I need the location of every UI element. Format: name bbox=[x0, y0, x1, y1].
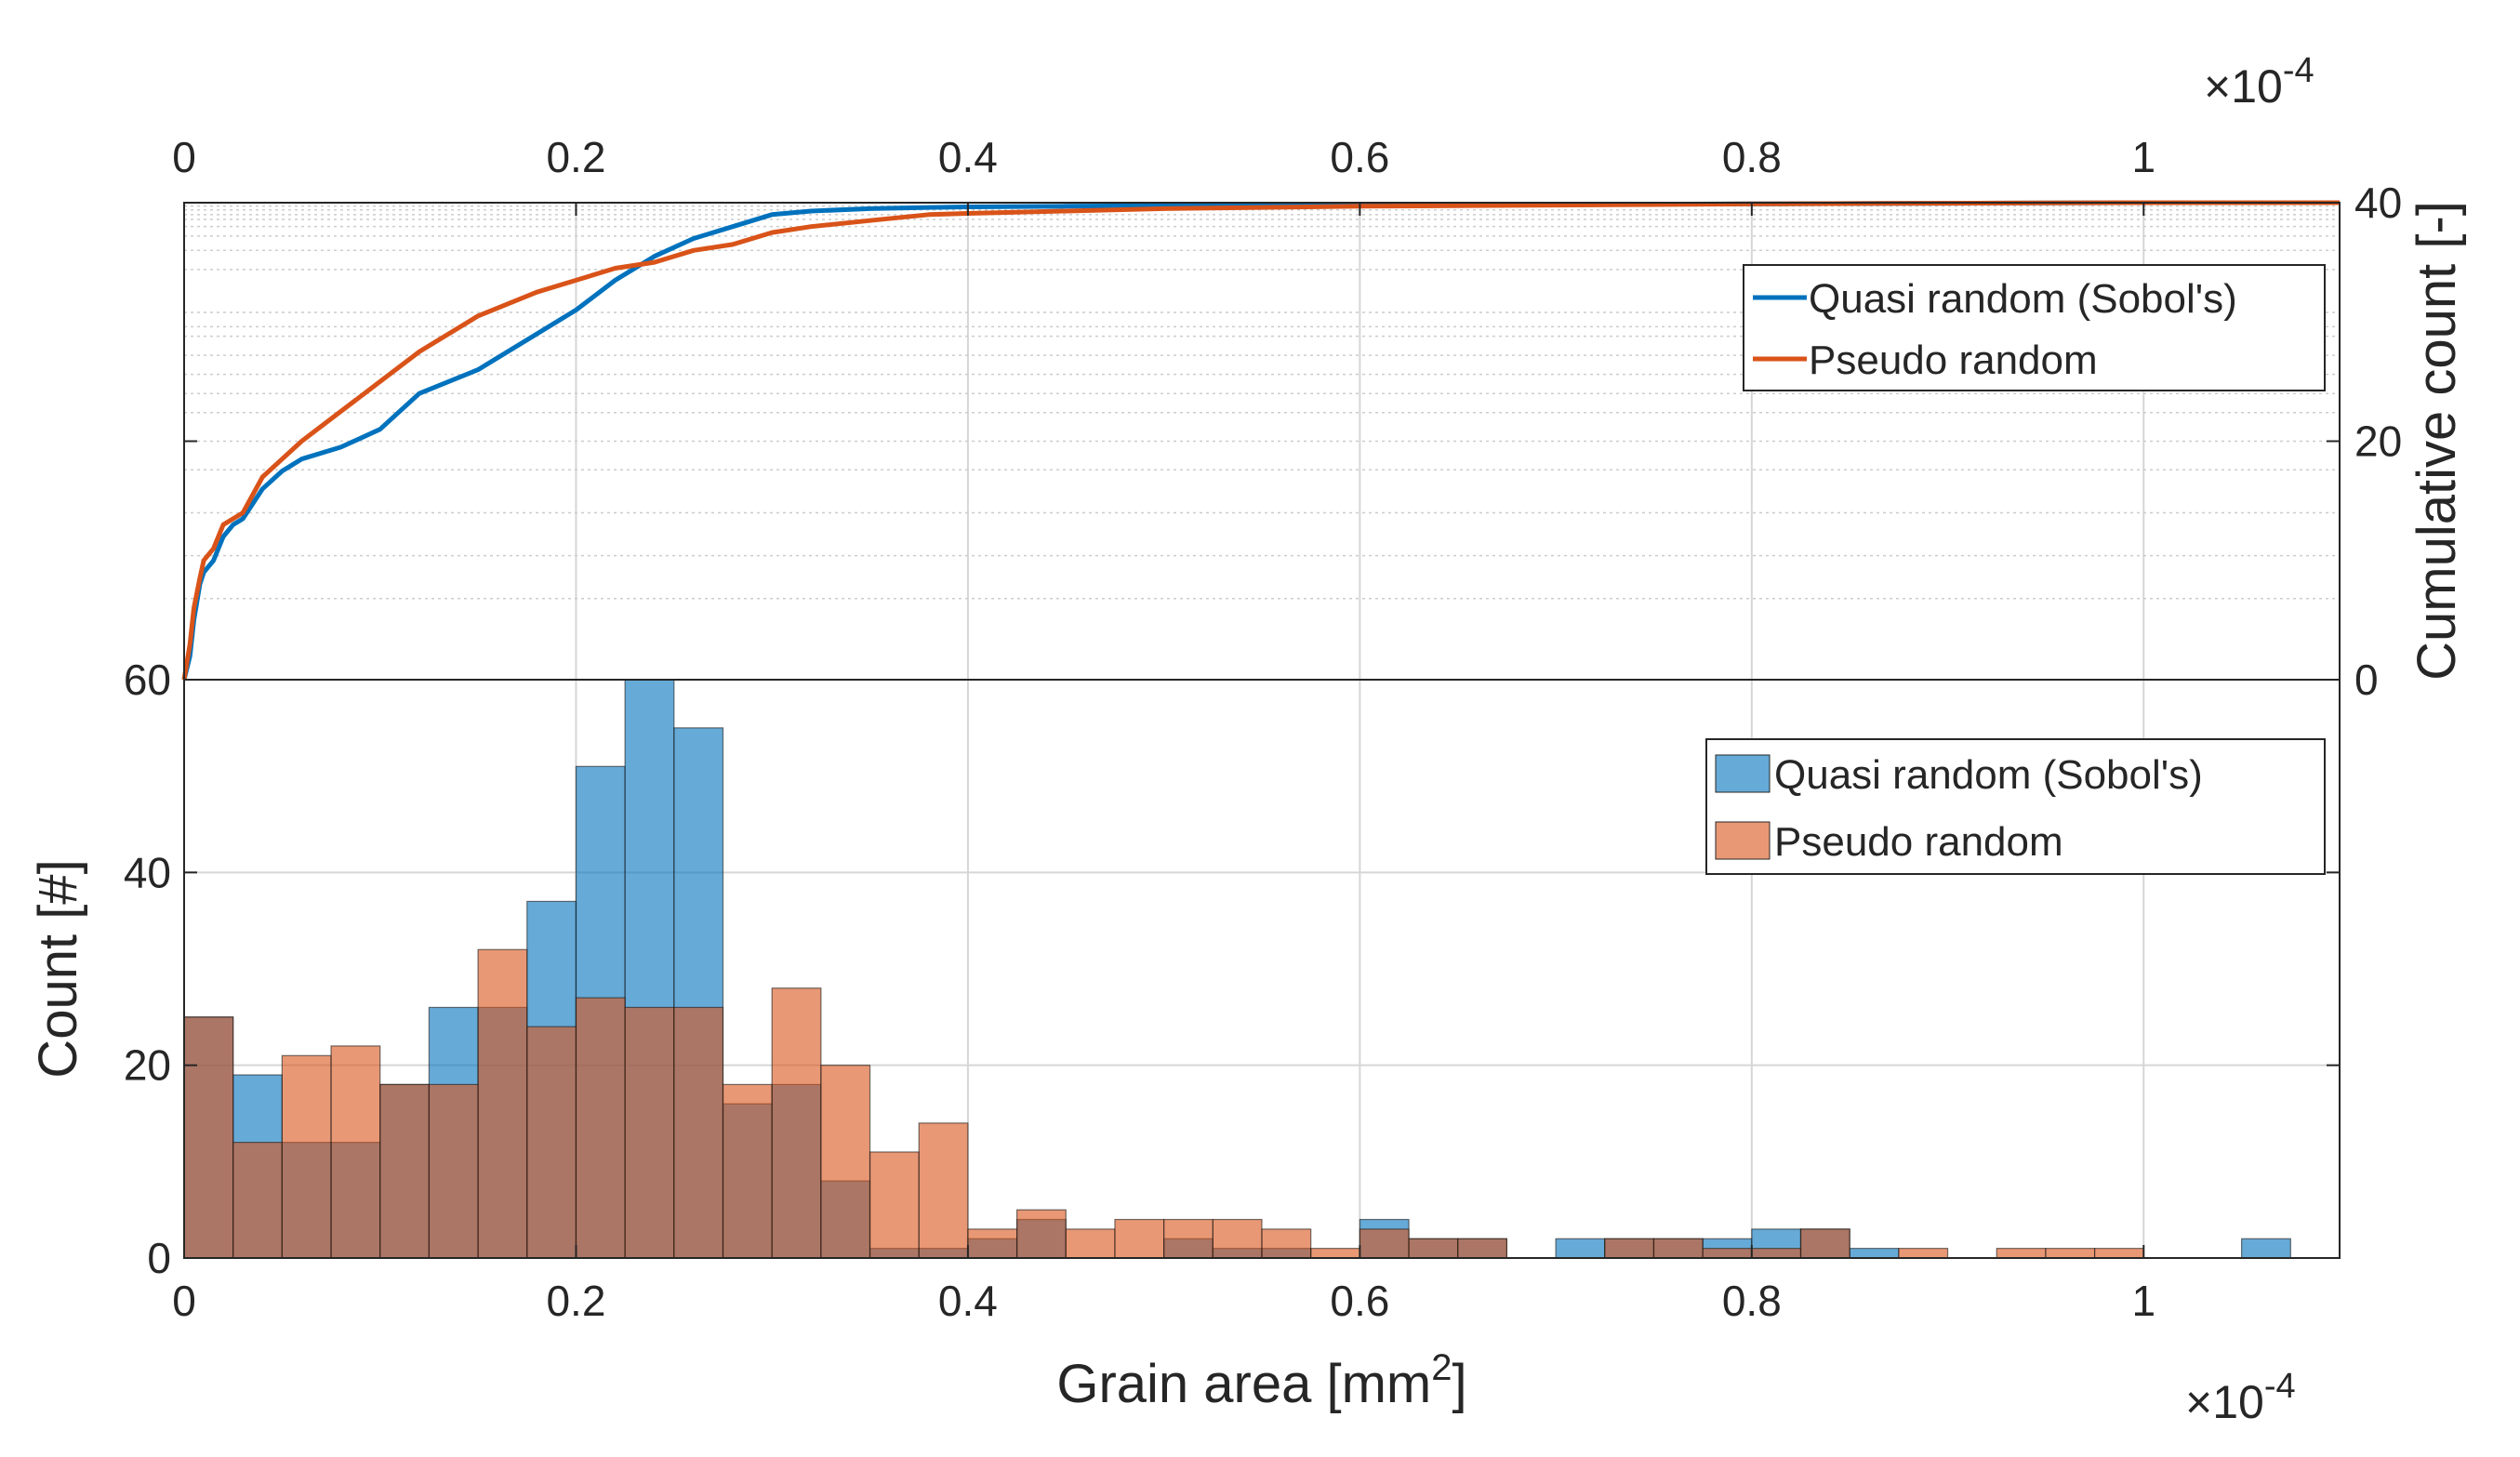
cdf-line-quasi bbox=[181, 200, 2340, 681]
top-x-tick-labels: 0 0.2 0.4 0.6 0.8 1 bbox=[172, 133, 2155, 181]
top-x-exponent-base: ×10 bbox=[2204, 60, 2283, 113]
top-x-tick-label: 0.4 bbox=[938, 133, 998, 181]
bottom-x-tick-label: 0.8 bbox=[1722, 1277, 1782, 1325]
bottom-y-tick-label: 40 bbox=[124, 848, 171, 896]
top-legend-box bbox=[1743, 264, 2326, 391]
histogram-bar-pseudo bbox=[722, 1083, 773, 1259]
histogram-bar-pseudo bbox=[2093, 1248, 2144, 1259]
bottom-legend-label-quasi: Quasi random (Sobol's) bbox=[1774, 752, 2203, 798]
histogram-bar-pseudo bbox=[428, 1083, 479, 1259]
histogram-bars bbox=[183, 679, 2291, 1259]
top-x-tick-label: 0 bbox=[172, 133, 196, 181]
histogram-bar-pseudo bbox=[1702, 1248, 1753, 1259]
histogram-bar-pseudo bbox=[820, 1065, 871, 1259]
x-axis-label-end: ] bbox=[1452, 1354, 1467, 1414]
bottom-x-tick-label: 0.2 bbox=[546, 1277, 605, 1325]
top-y-tick-label: 20 bbox=[2354, 417, 2402, 466]
bottom-axes-box bbox=[183, 679, 2341, 1259]
bottom-y-tick-label: 0 bbox=[147, 1234, 171, 1282]
bottom-legend[interactable]: Quasi random (Sobol's) Pseudo random bbox=[1705, 738, 2326, 875]
top-line-series bbox=[181, 200, 2340, 681]
x-axis-label-sup: 2 bbox=[1431, 1347, 1452, 1388]
histogram-bar-pseudo bbox=[1996, 1248, 2047, 1259]
histogram-bar-pseudo bbox=[1898, 1248, 1949, 1259]
histogram-bar-pseudo bbox=[379, 1083, 431, 1259]
histogram-bar-pseudo bbox=[624, 1006, 675, 1259]
top-x-exponent: ×10-4 bbox=[2204, 51, 2314, 113]
top-legend-label-pseudo: Pseudo random bbox=[1809, 338, 2098, 383]
bottom-x-tick-label: 0 bbox=[172, 1277, 196, 1325]
top-x-exponent-power: -4 bbox=[2283, 51, 2314, 90]
histogram-bar-pseudo bbox=[575, 997, 626, 1259]
cumulative-count-panel: 0 0.2 0.4 0.6 0.8 1 0 20 40 ×10-4 Cumulative co… bbox=[172, 51, 2467, 704]
histogram-bar-pseudo bbox=[183, 1016, 234, 1259]
bottom-x-exponent: ×10-4 bbox=[2185, 1367, 2296, 1428]
histogram-bar-quasi bbox=[2241, 1238, 2291, 1259]
histogram-bar-pseudo bbox=[330, 1045, 381, 1259]
histogram-bar-pseudo bbox=[1604, 1238, 1655, 1259]
histogram-bar-pseudo bbox=[232, 1141, 283, 1259]
histogram-panel: 0 0.2 0.4 0.6 0.8 1 0 20 40 60 ×10-4 Grain area … bbox=[28, 656, 2341, 1428]
top-y-tick-label: 0 bbox=[2354, 656, 2379, 704]
histogram-bar-pseudo bbox=[281, 1054, 332, 1259]
histogram-bar-quasi bbox=[1555, 1238, 1606, 1259]
top-legend-label-quasi: Quasi random (Sobol's) bbox=[1809, 276, 2237, 322]
x-axis-label-main: Grain area [mm bbox=[1056, 1354, 1431, 1414]
top-x-tick-label: 0.8 bbox=[1722, 133, 1782, 181]
bottom-x-tick-label: 1 bbox=[2131, 1277, 2155, 1325]
legend-swatch-pseudo bbox=[1715, 821, 1771, 860]
histogram-bar-pseudo bbox=[477, 948, 528, 1259]
histogram-bar-pseudo bbox=[967, 1228, 1018, 1259]
top-y-axis-label: Cumulative count [-] bbox=[2407, 201, 2467, 681]
top-legend[interactable]: Quasi random (Sobol's) Pseudo random bbox=[1743, 264, 2326, 391]
histogram-bar-pseudo bbox=[1261, 1228, 1312, 1259]
histogram-bar-pseudo bbox=[1212, 1218, 1263, 1259]
bottom-x-tick-label: 0.6 bbox=[1330, 1277, 1389, 1325]
bottom-y-tick-label: 60 bbox=[124, 656, 171, 704]
legend-swatch-quasi bbox=[1715, 754, 1771, 793]
histogram-bar-pseudo bbox=[1114, 1218, 1165, 1259]
top-x-tick-label: 1 bbox=[2131, 133, 2155, 181]
histogram-bar-pseudo bbox=[1457, 1238, 1508, 1259]
top-grid bbox=[184, 203, 2340, 680]
bottom-legend-box bbox=[1705, 738, 2326, 875]
bottom-y-tick-labels: 0 20 40 60 bbox=[124, 656, 171, 1282]
bottom-x-exponent-base: ×10 bbox=[2185, 1376, 2264, 1428]
histogram-bar-pseudo bbox=[1751, 1248, 1802, 1259]
bottom-legend-label-pseudo: Pseudo random bbox=[1774, 819, 2063, 865]
histogram-bar-pseudo bbox=[869, 1151, 920, 1259]
cdf-line-pseudo bbox=[181, 200, 2340, 681]
histogram-bar-pseudo bbox=[1310, 1248, 1360, 1259]
histogram-bar-pseudo bbox=[2045, 1248, 2096, 1259]
top-x-tick-label: 0.6 bbox=[1330, 133, 1389, 181]
bottom-ticks bbox=[183, 679, 2340, 1259]
bottom-x-exponent-power: -4 bbox=[2264, 1367, 2296, 1406]
top-y-tick-label: 40 bbox=[2354, 179, 2402, 227]
histogram-bar-pseudo bbox=[1652, 1238, 1704, 1259]
top-right-y-tick-labels: 0 20 40 bbox=[2354, 179, 2402, 704]
histogram-bar-pseudo bbox=[1359, 1228, 1410, 1259]
histogram-bar-pseudo bbox=[771, 987, 822, 1259]
histogram-bar-quasi bbox=[1849, 1248, 1900, 1259]
histogram-bar-pseudo bbox=[1163, 1218, 1214, 1259]
bottom-y-tick-label: 20 bbox=[124, 1041, 171, 1090]
bottom-y-axis-label: Count [#] bbox=[28, 859, 88, 1078]
histogram-bar-pseudo bbox=[1408, 1238, 1459, 1259]
bottom-x-tick-labels: 0 0.2 0.4 0.6 0.8 1 bbox=[172, 1277, 2155, 1325]
histogram-bar-pseudo bbox=[1065, 1228, 1116, 1259]
histogram-bar-pseudo bbox=[1015, 1209, 1067, 1259]
histogram-bar-pseudo bbox=[918, 1122, 969, 1259]
histogram-bar-pseudo bbox=[1799, 1228, 1850, 1259]
bottom-x-tick-label: 0.4 bbox=[938, 1277, 998, 1325]
top-x-tick-label: 0.2 bbox=[546, 133, 605, 181]
bottom-x-axis-label: Grain area [mm2] bbox=[1056, 1347, 1466, 1414]
histogram-bar-pseudo bbox=[673, 1006, 724, 1259]
histogram-bar-pseudo bbox=[526, 1026, 577, 1259]
